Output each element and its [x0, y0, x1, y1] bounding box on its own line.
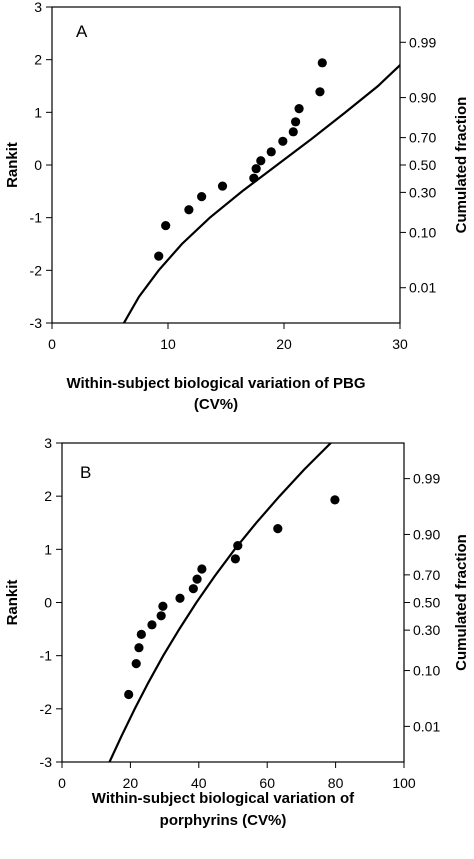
- y2-tick-label: 0.01: [413, 718, 440, 734]
- y2-tick-label: 0.50: [409, 157, 436, 173]
- data-point: [161, 220, 171, 231]
- y-tick-label: 3: [44, 435, 52, 451]
- y-tick-label: 1: [34, 104, 42, 120]
- data-point: [233, 541, 243, 551]
- x-axis-title-line: Within-subject biological variation of: [92, 790, 355, 807]
- data-point: [131, 659, 141, 669]
- y-axis-title: Rankit: [4, 142, 21, 188]
- chart-panel-b: 0 20 40 60 80 100 -3 -2 -1 0 1 2 3 0.99 0.90 0.70 0.50 0.…: [4, 435, 470, 829]
- y-axis-title: Rankit: [4, 580, 21, 626]
- y2-axis-title: Cumulated fraction: [453, 534, 470, 671]
- y2-tick-label: 0.01: [409, 280, 436, 296]
- y2-tick-label: 0.90: [413, 526, 440, 542]
- data-point: [158, 601, 168, 611]
- y-tick-label: -1: [40, 648, 53, 664]
- panel-label: B: [80, 463, 91, 482]
- chart-panel-a: 0 10 20 30 -3 -2 -1 0 1 2 3 0.99 0.90 0.70 0.50 0.30 0.1…: [4, 0, 470, 413]
- data-point: [184, 205, 194, 215]
- y-tick-label: -3: [40, 754, 53, 770]
- y2-tick-label: 0.50: [413, 595, 440, 611]
- plot-frame: [61, 442, 405, 763]
- y2-tick-label: 0.30: [413, 622, 440, 638]
- data-point: [230, 554, 240, 564]
- data-point: [315, 87, 325, 97]
- panel-label: A: [76, 22, 88, 41]
- data-point: [266, 147, 276, 157]
- data-point: [175, 593, 185, 603]
- y2-tick-label: 0.90: [409, 90, 436, 106]
- y-tick-label: 2: [44, 488, 52, 504]
- x-tick-label: 30: [392, 336, 408, 352]
- data-point: [249, 173, 259, 183]
- x-tick-label: 80: [328, 775, 344, 791]
- data-point: [188, 584, 198, 594]
- data-point: [134, 643, 144, 653]
- y2-tick-label: 0.70: [409, 130, 436, 146]
- y-tick-label: -1: [30, 210, 43, 226]
- x-tick-label: 0: [48, 336, 56, 352]
- y-tick-label: -3: [30, 315, 43, 331]
- x-tick-label: 20: [276, 336, 292, 352]
- plot-frame: [51, 6, 401, 324]
- data-point: [156, 611, 166, 621]
- data-point: [317, 58, 327, 68]
- x-tick-label: 0: [58, 775, 66, 791]
- data-point: [288, 127, 298, 137]
- y2-tick-label: 0.99: [409, 34, 436, 50]
- data-point: [251, 164, 261, 174]
- data-point: [330, 495, 340, 505]
- fit-curve: [122, 63, 400, 323]
- data-point: [197, 192, 207, 202]
- y-tick-label: 1: [44, 541, 52, 557]
- data-point: [197, 564, 207, 574]
- data-point: [291, 117, 301, 127]
- x-axis-title-line: Within-subject biological variation of P…: [66, 375, 365, 392]
- x-axis-title-line: (CV%): [194, 396, 238, 413]
- x-tick-label: 20: [123, 775, 139, 791]
- y-tick-label: 3: [34, 0, 42, 15]
- data-point: [147, 620, 157, 630]
- data-point: [136, 629, 146, 640]
- fit-curve: [108, 443, 332, 762]
- x-tick-label: 40: [191, 775, 207, 791]
- y2-tick-label: 0.99: [413, 471, 440, 487]
- x-tick-label: 60: [259, 775, 275, 791]
- data-point: [154, 251, 164, 261]
- x-tick-label: 10: [160, 336, 176, 352]
- y2-axis-title: Cumulated fraction: [453, 97, 470, 234]
- data-point: [278, 136, 288, 146]
- y-tick-label: -2: [30, 262, 43, 278]
- y-tick-label: 0: [34, 157, 42, 173]
- x-axis-title-line: porphyrins (CV%): [160, 812, 287, 829]
- y2-tick-label: 0.10: [409, 224, 436, 240]
- data-point: [217, 181, 228, 191]
- y2-tick-label: 0.10: [413, 663, 440, 679]
- x-tick-label: 100: [392, 775, 416, 791]
- data-point: [124, 689, 134, 700]
- y-tick-label: -2: [40, 701, 53, 717]
- y-tick-label: 2: [34, 52, 42, 68]
- y2-tick-label: 0.70: [413, 567, 440, 583]
- data-point: [273, 523, 283, 534]
- data-point: [192, 574, 202, 584]
- y-tick-label: 0: [44, 595, 52, 611]
- data-point: [256, 156, 266, 166]
- data-point: [294, 104, 304, 114]
- y2-tick-label: 0.30: [409, 184, 436, 200]
